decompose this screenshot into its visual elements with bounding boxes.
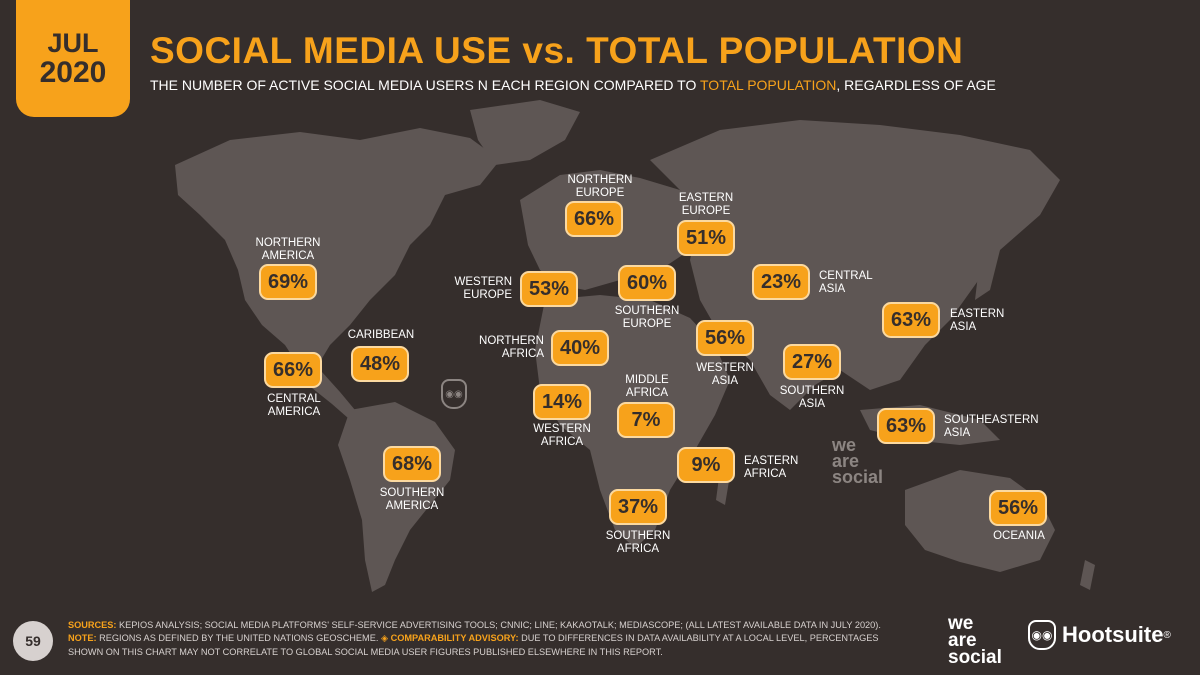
page-number: 59 bbox=[13, 621, 53, 661]
region-value-southern-asia: 27% bbox=[783, 344, 841, 380]
region-value-southern-europe: 60% bbox=[618, 265, 676, 301]
region-value-oceania: 56% bbox=[989, 490, 1047, 526]
japan-landmass bbox=[975, 245, 1000, 300]
region-label-southeastern-asia: SOUTHEASTERN ASIA bbox=[944, 414, 1039, 440]
region-value-northern-america: 69% bbox=[259, 264, 317, 300]
date-month: JUL bbox=[47, 27, 99, 58]
region-value-southern-america: 68% bbox=[383, 446, 441, 482]
region-label-southern-africa: SOUTHERN AFRICA bbox=[605, 530, 671, 556]
region-value-western-asia: 56% bbox=[696, 320, 754, 356]
hootsuite-owl-icon: ◉◉ bbox=[1028, 620, 1056, 650]
hootsuite-logo: ◉◉ Hootsuite ® bbox=[1028, 620, 1171, 650]
region-value-middle-africa: 7% bbox=[617, 402, 675, 438]
we-are-social-logo: we are social bbox=[948, 613, 1002, 669]
footnotes: SOURCES: KEPIOS ANALYSIS; SOCIAL MEDIA P… bbox=[68, 620, 881, 657]
region-value-southeastern-asia: 63% bbox=[877, 408, 935, 444]
region-value-western-europe: 53% bbox=[520, 271, 578, 307]
region-label-eastern-asia: EASTERN ASIA bbox=[950, 308, 1005, 334]
page-title: SOCIAL MEDIA USE vs. TOTAL POPULATION bbox=[150, 30, 964, 71]
region-value-northern-africa: 40% bbox=[551, 330, 609, 366]
region-label-southern-america: SOUTHERN AMERICA bbox=[379, 487, 445, 513]
region-label-eastern-africa: EASTERN AFRICA bbox=[744, 455, 799, 481]
region-label-caribbean: CARIBBEAN bbox=[347, 329, 415, 341]
region-value-southern-africa: 37% bbox=[609, 489, 667, 525]
we-are-social-watermark: we are social bbox=[832, 435, 884, 488]
region-label-oceania: OCEANIA bbox=[993, 530, 1045, 542]
region-value-central-asia: 23% bbox=[752, 264, 810, 300]
region-value-caribbean: 48% bbox=[351, 346, 409, 382]
region-label-western-asia: WESTERN ASIA bbox=[696, 362, 754, 388]
hootsuite-owl-watermark-icon: ◉◉ bbox=[441, 379, 467, 409]
region-label-western-africa: WESTERN AFRICA bbox=[533, 423, 591, 449]
region-label-southern-asia: SOUTHERN ASIA bbox=[779, 385, 845, 411]
region-label-eastern-europe: EASTERN EUROPE bbox=[678, 192, 734, 218]
greenland-landmass bbox=[470, 100, 580, 165]
date-year: 2020 bbox=[39, 55, 107, 89]
region-label-western-europe: WESTERN EUROPE bbox=[454, 276, 513, 302]
north-america-landmass bbox=[175, 128, 500, 368]
region-value-eastern-africa: 9% bbox=[677, 447, 735, 483]
page-subtitle: THE NUMBER OF ACTIVE SOCIAL MEDIA USERS … bbox=[150, 77, 996, 93]
date-tab: JUL 2020 bbox=[16, 0, 130, 117]
region-label-central-america: CENTRAL AMERICA bbox=[267, 393, 321, 419]
region-value-eastern-asia: 63% bbox=[882, 302, 940, 338]
region-label-northern-africa: NORTHERN AFRICA bbox=[479, 335, 544, 361]
region-label-northern-europe: NORTHERN EUROPE bbox=[567, 174, 633, 200]
new-zealand-landmass bbox=[1080, 560, 1095, 590]
region-label-middle-africa: MIDDLE AFRICA bbox=[625, 374, 669, 400]
region-label-northern-america: NORTHERN AMERICA bbox=[255, 237, 321, 263]
region-value-western-africa: 14% bbox=[533, 384, 591, 420]
region-value-eastern-europe: 51% bbox=[677, 220, 735, 256]
region-label-southern-europe: SOUTHERN EUROPE bbox=[614, 305, 680, 331]
region-label-central-asia: CENTRAL ASIA bbox=[819, 270, 873, 296]
region-value-northern-europe: 66% bbox=[565, 201, 623, 237]
region-value-central-america: 66% bbox=[264, 352, 322, 388]
